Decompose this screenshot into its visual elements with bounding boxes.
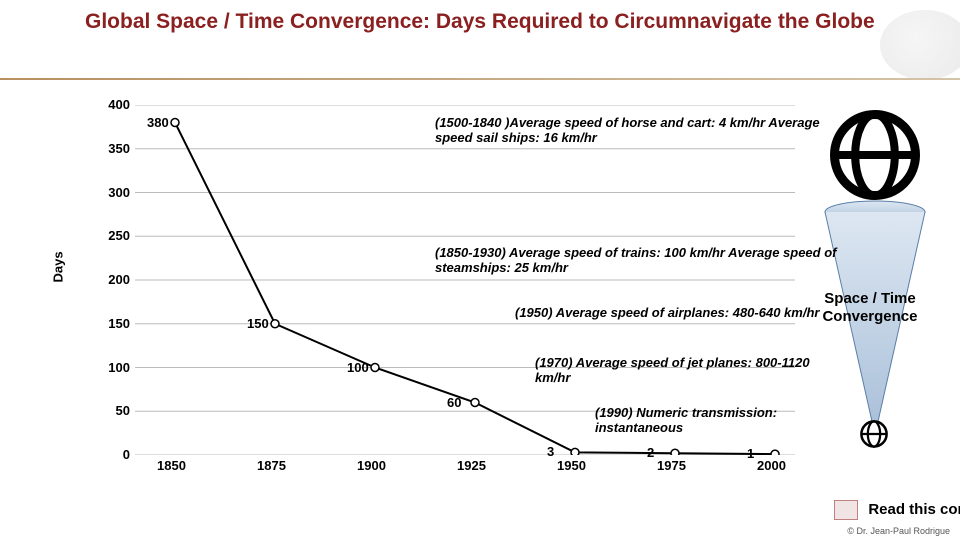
point-label: 1	[747, 446, 754, 461]
point-label: 100	[347, 360, 369, 375]
annotation: (1850-1930) Average speed of trains: 100…	[435, 245, 855, 275]
x-tick-label: 1975	[657, 458, 686, 473]
point-label: 3	[547, 444, 554, 459]
x-tick-label: 1925	[457, 458, 486, 473]
page-title: Global Space / Time Convergence: Days Re…	[85, 8, 875, 36]
chart-svg	[135, 105, 795, 455]
title-rule	[0, 78, 960, 80]
y-tick-label: 400	[95, 97, 130, 112]
y-tick-label: 250	[95, 228, 130, 243]
point-label: 60	[447, 395, 461, 410]
annotation: (1990) Numeric transmission: instantaneo…	[595, 405, 855, 435]
y-axis-label: Days	[51, 251, 66, 282]
annotation: (1500-1840 )Average speed of horse and c…	[435, 115, 845, 145]
y-tick-label: 0	[95, 447, 130, 462]
y-tick-label: 150	[95, 316, 130, 331]
x-tick-label: 1850	[157, 458, 186, 473]
x-tick-label: 2000	[757, 458, 786, 473]
annotation: (1970) Average speed of jet planes: 800-…	[535, 355, 845, 385]
x-tick-label: 1875	[257, 458, 286, 473]
plot	[135, 105, 795, 455]
x-tick-label: 1950	[557, 458, 586, 473]
point-label: 150	[247, 316, 269, 331]
annotation: (1950) Average speed of airplanes: 480-6…	[515, 305, 825, 320]
globe-small-icon	[860, 420, 888, 448]
y-tick-label: 350	[95, 141, 130, 156]
point-label: 380	[147, 115, 169, 130]
y-tick-label: 100	[95, 360, 130, 375]
copyright: © Dr. Jean-Paul Rodrigue	[847, 526, 950, 536]
background-globe-image	[880, 10, 960, 80]
chart-area	[85, 95, 825, 495]
y-tick-label: 300	[95, 185, 130, 200]
x-tick-label: 1900	[357, 458, 386, 473]
y-tick-label: 50	[95, 403, 130, 418]
folder-icon[interactable]	[834, 500, 858, 520]
point-label: 2	[647, 445, 654, 460]
convergence-label: Space / Time Convergence	[815, 290, 925, 326]
read-link[interactable]: Read this conte	[868, 501, 960, 518]
y-tick-label: 200	[95, 272, 130, 287]
